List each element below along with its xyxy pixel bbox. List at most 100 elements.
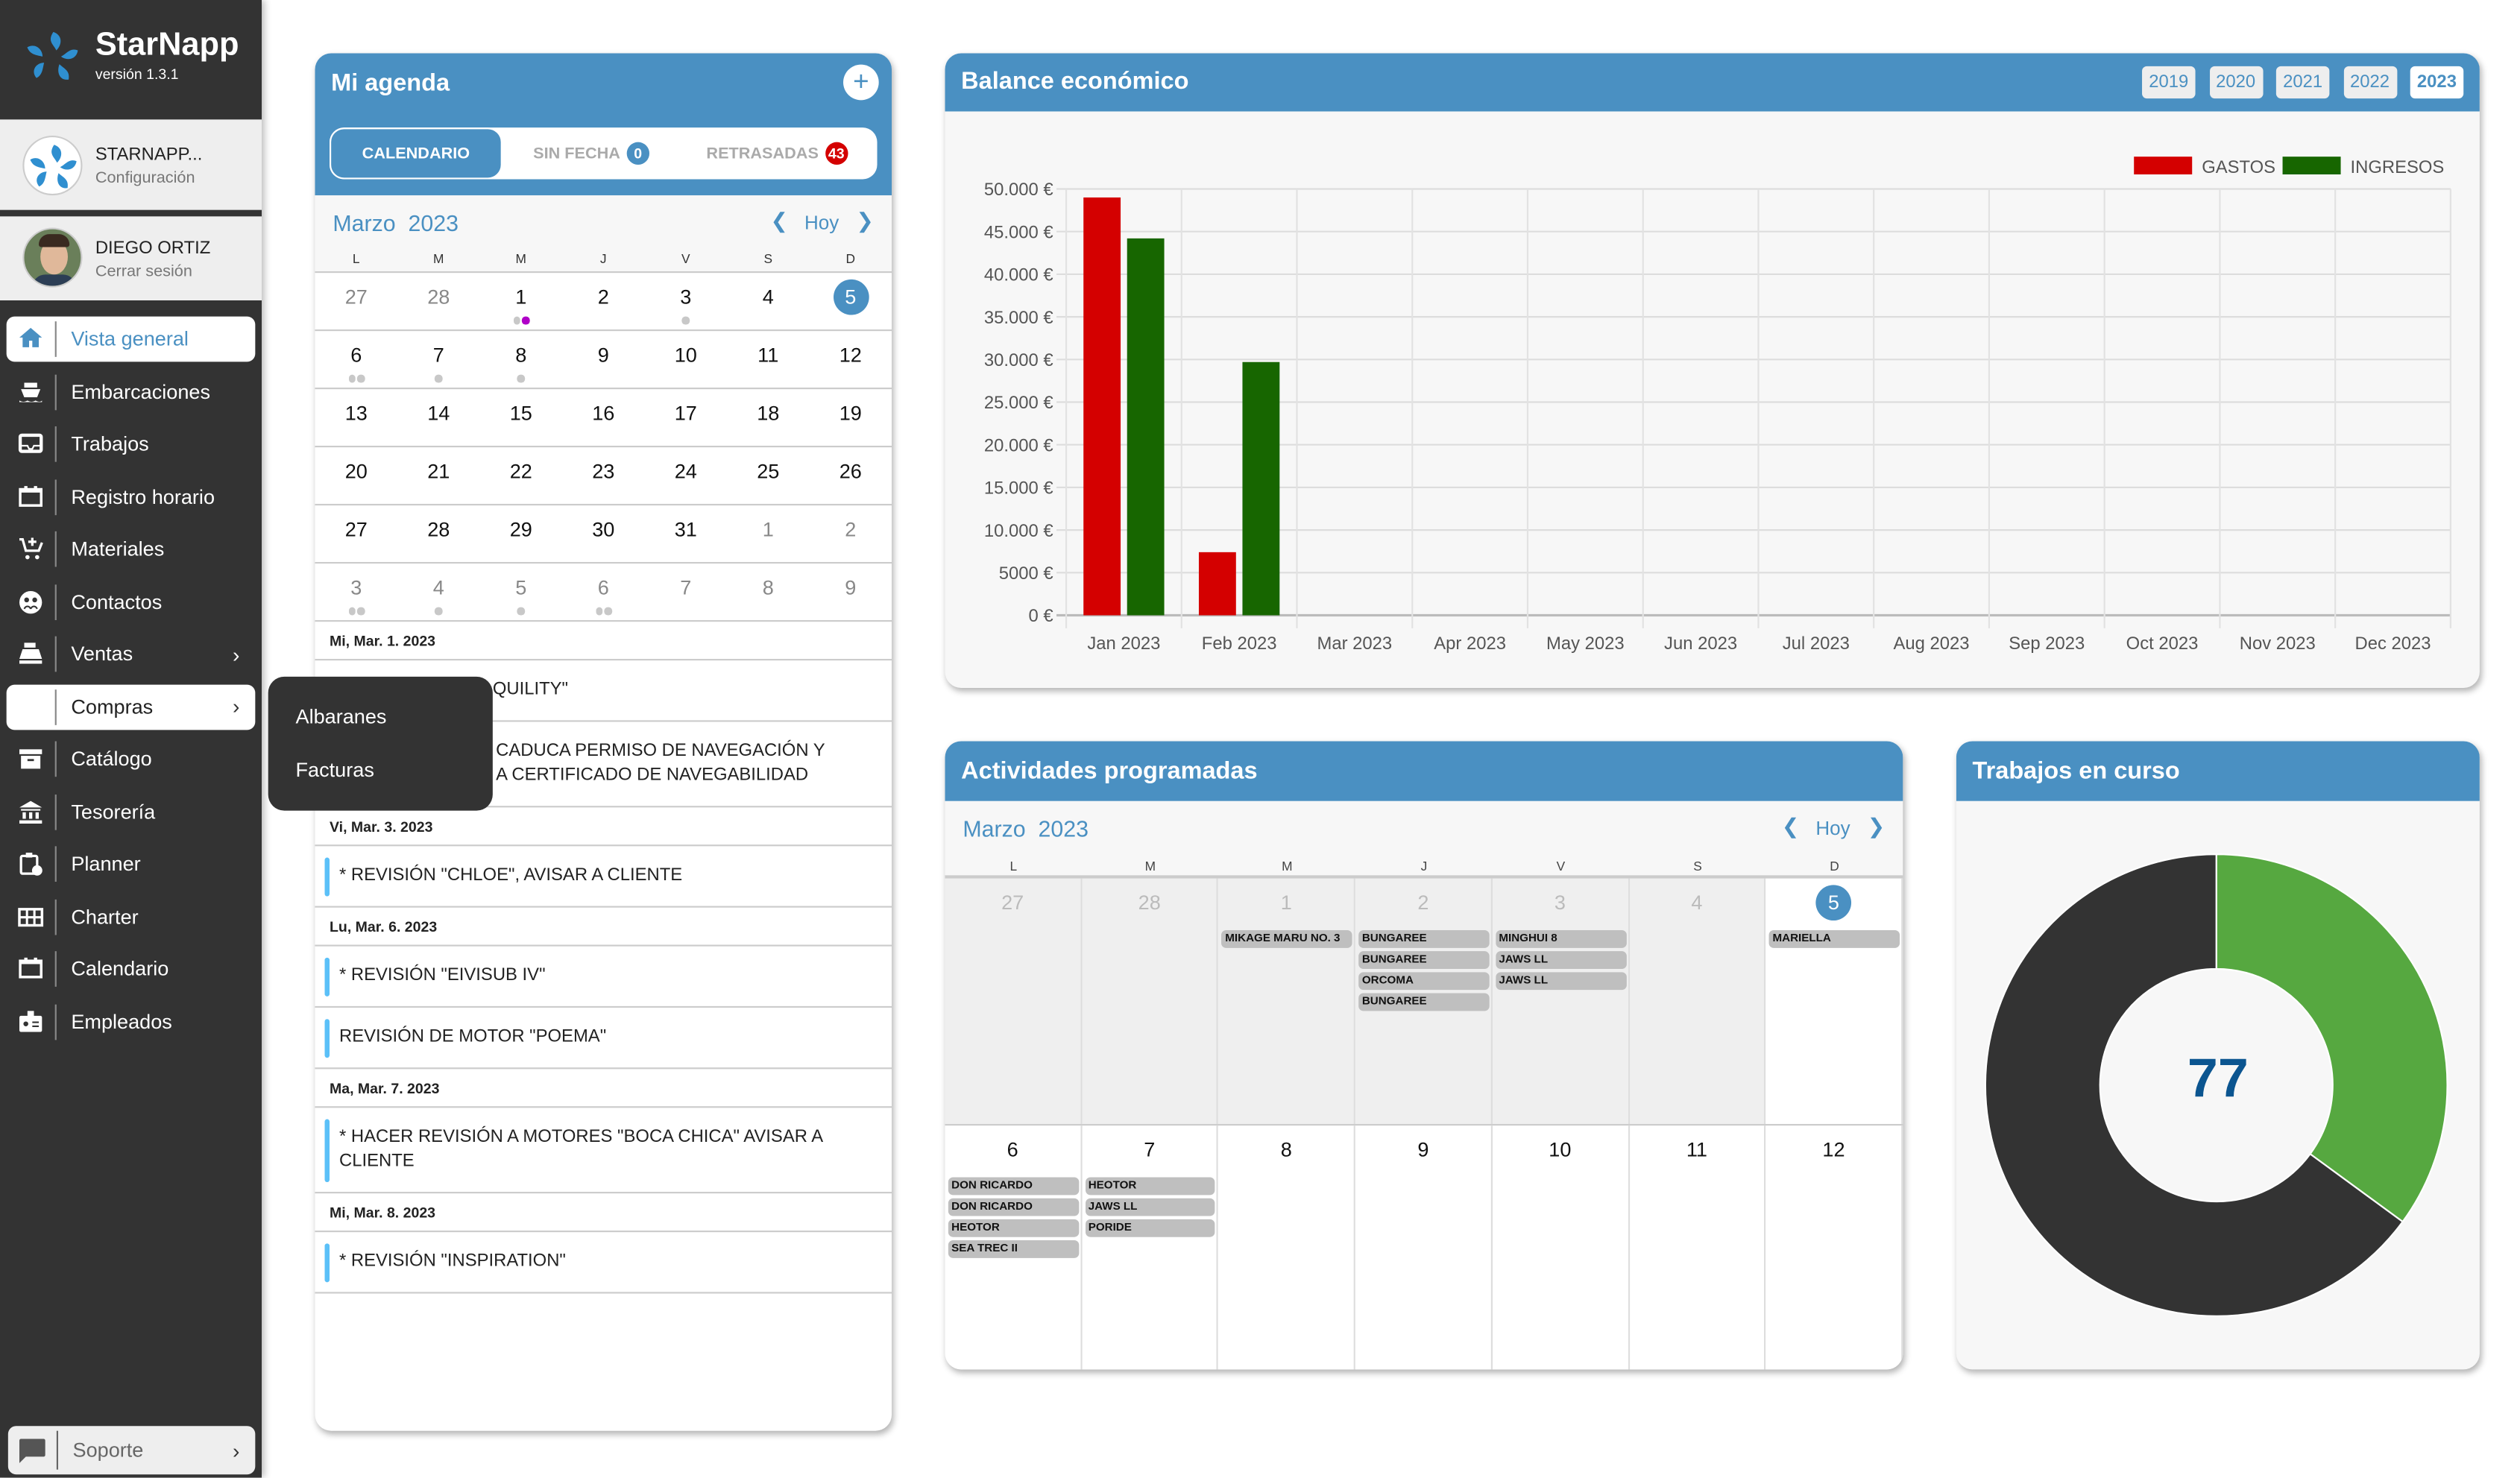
calendar-day[interactable]: 1 xyxy=(515,285,527,309)
chevron-left-icon[interactable]: ❮ xyxy=(770,208,789,233)
calendar-day[interactable]: 13 xyxy=(344,402,368,425)
activity-day-cell[interactable]: 27 xyxy=(945,878,1083,1125)
calendar-day[interactable]: 7 xyxy=(680,576,692,599)
legend-label[interactable]: GASTOS xyxy=(2202,157,2275,177)
calendar-day[interactable]: 28 xyxy=(427,285,450,309)
calendar-day[interactable]: 10 xyxy=(674,344,697,367)
agenda-item[interactable]: * REVISIÓN "CHLOE", AVISAR A CLIENTE xyxy=(315,844,892,906)
calendar-day[interactable]: 4 xyxy=(762,285,774,309)
activity-event[interactable]: MARIELLA xyxy=(1769,930,1900,948)
activity-event[interactable]: JAWS LL xyxy=(1496,951,1626,970)
agenda-item[interactable]: * REVISIÓN "EIVISUB IV" xyxy=(315,944,892,1006)
calendar-day[interactable]: 24 xyxy=(674,460,697,483)
sidebar-item-planner[interactable]: Planner xyxy=(7,841,256,887)
calendar-day[interactable]: 12 xyxy=(839,344,862,367)
activity-event[interactable]: BUNGAREE xyxy=(1358,930,1490,948)
calendar-day[interactable]: 20 xyxy=(344,460,368,483)
company-block[interactable]: STARNAPP... Configuración xyxy=(0,119,262,210)
calendar-day[interactable]: 2 xyxy=(845,518,857,541)
sidebar-item-registro-horario[interactable]: Registro horario xyxy=(7,474,256,519)
sidebar-item-trabajos[interactable]: Trabajos xyxy=(7,422,256,467)
activity-day-cell[interactable]: 7 HEOTOR JAWS LL PORIDE xyxy=(1082,1125,1219,1370)
calendar-day[interactable]: 8 xyxy=(515,344,527,367)
activity-event[interactable]: SEA TREC II xyxy=(948,1240,1079,1258)
tab-sin-fecha[interactable]: SIN FECHA 0 xyxy=(503,127,680,179)
calendar-day[interactable]: 11 xyxy=(757,344,779,367)
activity-day-cell[interactable]: 8 xyxy=(1218,1125,1356,1370)
plus-icon[interactable]: + xyxy=(843,64,879,101)
activity-event[interactable]: DON RICARDO xyxy=(948,1198,1079,1216)
calendar-day[interactable]: 9 xyxy=(597,344,609,367)
calendar-day[interactable]: 29 xyxy=(509,518,532,541)
activity-event[interactable]: BUNGAREE xyxy=(1358,993,1490,1011)
donut-segment[interactable] xyxy=(2215,853,2448,1223)
sidebar-item-empleados[interactable]: Empleados xyxy=(7,999,256,1044)
calendar-day[interactable]: 17 xyxy=(674,402,697,425)
activity-event[interactable]: DON RICARDO xyxy=(948,1177,1079,1196)
submenu-item-albaranes[interactable]: Albaranes xyxy=(295,705,387,729)
agenda-item[interactable]: REVISIÓN DE MOTOR "POEMA" xyxy=(315,1005,892,1068)
sidebar-item-calendario[interactable]: Calendario xyxy=(7,947,256,992)
activity-event[interactable]: ORCOMA xyxy=(1358,972,1490,991)
activity-event[interactable]: BUNGAREE xyxy=(1358,951,1490,970)
agenda-item[interactable]: * REVISIÓN "INSPIRATION" xyxy=(315,1231,892,1292)
calendar-day[interactable]: 14 xyxy=(427,402,450,425)
activity-event[interactable]: HEOTOR xyxy=(948,1219,1079,1237)
calendar-day[interactable]: 30 xyxy=(592,518,615,541)
calendar-day[interactable]: 9 xyxy=(845,576,857,599)
calendar-day[interactable]: 7 xyxy=(432,344,444,367)
calendar-day[interactable]: 8 xyxy=(762,576,774,599)
calendar-day[interactable]: 26 xyxy=(839,460,862,483)
activity-event[interactable]: MIKAGE MARU NO. 3 xyxy=(1221,930,1352,948)
tab-calendario[interactable]: CALENDARIO xyxy=(330,127,503,180)
calendar-day[interactable]: 5 xyxy=(810,279,892,315)
config-link[interactable]: Configuración xyxy=(95,169,195,188)
calendar-day[interactable]: 22 xyxy=(509,460,532,483)
bar-gastos-feb-2023[interactable] xyxy=(1198,552,1236,616)
year-button-2021[interactable]: 2021 xyxy=(2275,66,2330,99)
year-button-2023[interactable]: 2023 xyxy=(2410,66,2464,99)
calendar-day[interactable]: 28 xyxy=(427,518,450,541)
activity-day-cell[interactable]: 9 xyxy=(1355,1125,1493,1370)
sidebar-item-contactos[interactable]: Contactos xyxy=(7,579,256,625)
year-button-2020[interactable]: 2020 xyxy=(2208,66,2263,99)
year-button-2022[interactable]: 2022 xyxy=(2343,66,2397,99)
calendar-day[interactable]: 31 xyxy=(674,518,697,541)
activity-day-cell[interactable]: 5 MARIELLA xyxy=(1765,878,1903,1125)
calendar-day[interactable]: 18 xyxy=(757,402,780,425)
sidebar-item-compras[interactable]: Compras › xyxy=(6,683,256,730)
sidebar-item-vista-general[interactable]: Vista general xyxy=(6,316,256,362)
chevron-left-icon[interactable]: ❮ xyxy=(1781,814,1800,839)
activity-event[interactable]: PORIDE xyxy=(1085,1219,1216,1237)
chevron-right-icon[interactable]: ❯ xyxy=(1867,814,1886,839)
calendar-day[interactable]: 3 xyxy=(350,576,362,599)
activity-day-cell[interactable]: 11 xyxy=(1629,1125,1766,1370)
activity-day-cell[interactable]: 2 BUNGAREE BUNGAREE ORCOMA BUNGAREE xyxy=(1355,878,1493,1125)
bar-ingresos-jan-2023[interactable] xyxy=(1127,238,1165,616)
sidebar-item-charter[interactable]: Charter xyxy=(7,894,256,939)
year-button-2019[interactable]: 2019 xyxy=(2142,66,2196,99)
sidebar-item-materiales[interactable]: Materiales xyxy=(7,526,256,572)
activity-event[interactable]: HEOTOR xyxy=(1085,1177,1216,1196)
today-button[interactable]: Hoy xyxy=(1815,817,1850,840)
activity-day-cell[interactable]: 12 xyxy=(1765,1125,1903,1370)
calendar-day[interactable]: 15 xyxy=(509,402,532,425)
submenu-item-facturas[interactable]: Facturas xyxy=(295,759,374,782)
calendar-day[interactable]: 2 xyxy=(597,285,609,309)
agenda-item[interactable]: * HACER REVISIÓN A MOTORES "BOCA CHICA" … xyxy=(315,1106,892,1193)
legend-label[interactable]: INGRESOS xyxy=(2351,157,2445,177)
calendar-day[interactable]: 25 xyxy=(757,460,780,483)
activity-event[interactable]: JAWS LL xyxy=(1085,1198,1216,1216)
sidebar-item-embarcaciones[interactable]: Embarcaciones xyxy=(7,369,256,414)
bar-ingresos-feb-2023[interactable] xyxy=(1242,361,1280,616)
bar-gastos-jan-2023[interactable] xyxy=(1083,197,1121,616)
calendar-day[interactable]: 3 xyxy=(680,285,692,309)
logout-link[interactable]: Cerrar sesión xyxy=(95,263,192,282)
calendar-day[interactable]: 6 xyxy=(350,344,362,367)
calendar-day[interactable]: 6 xyxy=(597,576,609,599)
today-button[interactable]: Hoy xyxy=(804,211,840,235)
calendar-day[interactable]: 4 xyxy=(432,576,444,599)
calendar-day[interactable]: 16 xyxy=(592,402,615,425)
activity-event[interactable]: MINGHUI 8 xyxy=(1496,930,1626,948)
activity-event[interactable]: JAWS LL xyxy=(1496,972,1626,991)
